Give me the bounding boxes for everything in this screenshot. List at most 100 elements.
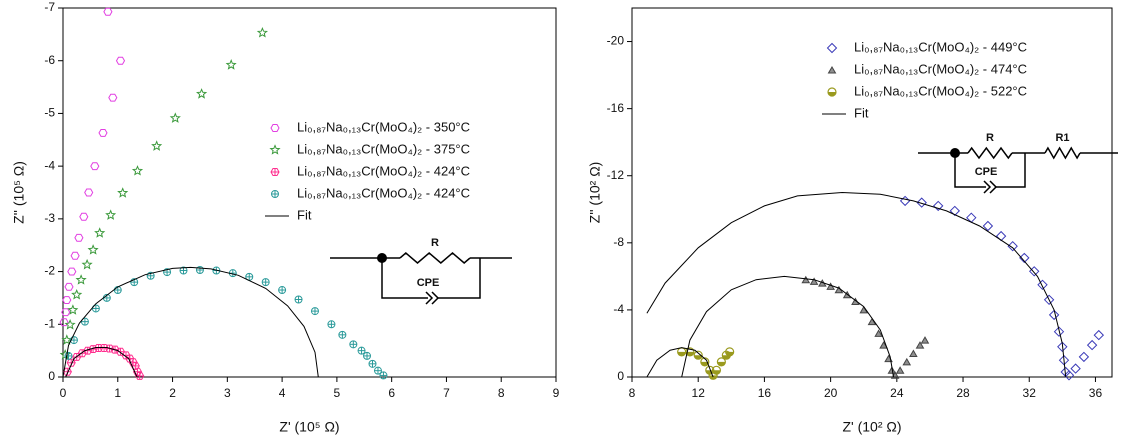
half-fill: [685, 351, 694, 356]
marker: [693, 350, 703, 360]
y-tick-label: 0: [617, 369, 624, 383]
marker: [1078, 351, 1090, 363]
diamond: [995, 230, 1007, 242]
wire: [425, 291, 440, 305]
marker: [81, 258, 93, 270]
star: [87, 244, 99, 255]
marker: [75, 274, 87, 285]
wire: [983, 180, 998, 194]
x-tick-label: 3: [224, 386, 231, 400]
hexagon: [79, 212, 89, 221]
marker: [169, 112, 181, 123]
x-tick-label: 2: [169, 386, 176, 400]
marker: [338, 330, 347, 339]
wire: [381, 258, 481, 299]
marker: [151, 140, 163, 151]
triangle: [895, 366, 905, 374]
star: [81, 258, 93, 270]
hexagon: [74, 233, 84, 242]
marker: [725, 347, 735, 357]
marker: [87, 244, 99, 255]
diamond: [1093, 329, 1105, 341]
marker: [108, 93, 118, 102]
marker: [71, 289, 83, 300]
half-fill: [700, 361, 709, 366]
resistor: [1044, 146, 1081, 160]
marker: [117, 187, 129, 198]
circle: [294, 295, 303, 304]
marker: [363, 351, 372, 360]
marker: [1058, 354, 1070, 366]
y-tick-label: -4: [613, 302, 624, 316]
circle: [195, 265, 204, 274]
marker: [84, 188, 94, 197]
circuit-label: CPE: [975, 166, 998, 178]
legend-label: Li₀,₈₇Na₀,₁₃Cr(MoO₄)₂ - 474°C: [854, 61, 1027, 76]
star: [94, 227, 106, 238]
marker: [80, 317, 89, 326]
triangle: [887, 366, 897, 374]
marker: [1037, 279, 1048, 291]
marker: [310, 307, 319, 316]
resistor: [967, 146, 1013, 160]
marker: [909, 349, 918, 357]
hexagon: [64, 282, 74, 291]
circuit-label: R: [986, 132, 994, 144]
half-fill: [694, 355, 703, 360]
marker: [1028, 266, 1040, 277]
legend: Li₀,₈₇Na₀,₁₃Cr(MoO₄)₂ - 350°C Li₀,₈₇Na₀,₁…: [265, 119, 470, 222]
marker: [677, 347, 687, 357]
marker: [916, 197, 927, 208]
y-tick-label: -1: [44, 316, 55, 330]
circuit-label: CPE: [417, 277, 440, 289]
x-tick-label: 32: [1023, 386, 1037, 400]
marker: [94, 227, 106, 238]
diamond: [949, 205, 961, 217]
diamond: [982, 220, 994, 232]
marker: [349, 340, 358, 349]
plot-frame: [631, 7, 1113, 378]
hexagon: [98, 129, 108, 137]
x-tick-label: 28: [956, 386, 970, 400]
y-axis-title: Z'' (10⁵ Ω): [11, 161, 27, 224]
marker: [270, 124, 280, 132]
x-tick-label: 4: [279, 386, 286, 400]
legend-label: Li₀,₈₇Na₀,₁₃Cr(MoO₄)₂ - 522°C: [854, 83, 1027, 98]
marker: [982, 220, 994, 232]
hexagon: [90, 162, 100, 171]
circle: [349, 340, 358, 349]
plot-frame: [62, 7, 557, 378]
marker: [105, 209, 117, 220]
hexagon: [67, 267, 77, 276]
star: [61, 334, 73, 345]
star: [64, 318, 76, 330]
triangle: [874, 329, 883, 337]
marker: [899, 195, 911, 207]
marker: [79, 212, 89, 221]
marker: [131, 165, 144, 176]
marker: [1019, 252, 1030, 264]
x-tick-label: 1: [114, 386, 121, 400]
x-axis-title: Z' (10⁵ Ω): [279, 419, 339, 435]
diamond: [916, 197, 927, 208]
marker: [62, 296, 72, 304]
circle: [327, 320, 336, 329]
marker: [379, 371, 388, 380]
marker: [61, 334, 73, 345]
marker: [827, 66, 837, 74]
marker: [98, 129, 108, 137]
hexagon: [59, 318, 69, 327]
star: [75, 274, 87, 285]
marker: [115, 56, 126, 65]
x-tick-label: 7: [443, 386, 450, 400]
legend-label: Li₀,₈₇Na₀,₁₃Cr(MoO₄)₂ - 449°C: [854, 39, 1027, 54]
marker: [64, 318, 76, 330]
y-tick-label: -4: [44, 158, 55, 172]
legend-label: Fit: [297, 207, 312, 222]
circle: [69, 336, 78, 345]
marker: [113, 286, 122, 295]
marker: [827, 87, 837, 97]
marker: [711, 365, 722, 375]
marker: [67, 267, 77, 276]
star: [269, 144, 281, 155]
